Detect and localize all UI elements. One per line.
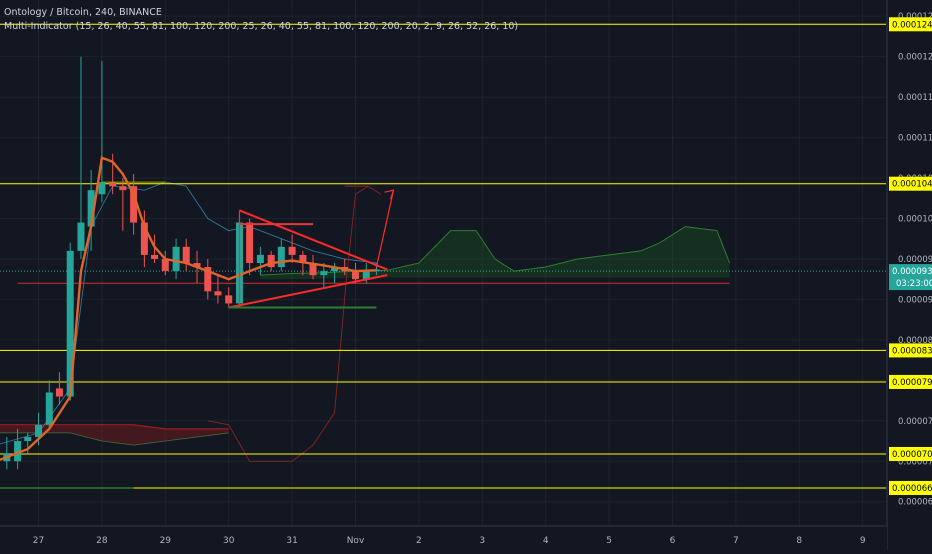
- candle-body: [362, 271, 370, 280]
- target-arrow-line[interactable]: [375, 190, 395, 268]
- level-price-label: 0.0001043: [892, 180, 932, 190]
- current-price-label: 0.0000935: [892, 267, 932, 277]
- candle-body: [161, 258, 169, 272]
- target-arrow-head[interactable]: [384, 189, 395, 200]
- time-tick-label: 28: [96, 536, 108, 546]
- current-price-tag[interactable]: [889, 264, 932, 291]
- level-price-tag[interactable]: [889, 480, 932, 495]
- level-price-tag[interactable]: [889, 343, 932, 358]
- time-tick-label: 2: [416, 536, 422, 546]
- time-tick-label: 3: [479, 536, 485, 546]
- time-tick-label: Nov: [347, 536, 365, 546]
- price-tick-label: 0.0000650: [898, 498, 932, 508]
- level-price-label: 0.0000709: [892, 450, 932, 460]
- time-tick-label: 4: [543, 536, 549, 546]
- candle-body: [288, 246, 296, 255]
- symbol-title[interactable]: Ontology / Bitcoin, 240, BINANCE: [4, 7, 162, 18]
- level-price-label: 0.0000667: [892, 484, 932, 494]
- time-tick-label: 30: [223, 536, 235, 546]
- candle-body: [372, 269, 380, 272]
- candle-body: [172, 246, 180, 272]
- candle-body: [204, 267, 212, 292]
- price-tick-label: 0.0001250: [898, 12, 932, 22]
- candle-body: [55, 388, 63, 397]
- candle-body: [193, 263, 201, 268]
- price-tick-label: 0.0000750: [898, 417, 932, 427]
- indicator-lines: [0, 181, 382, 462]
- candle-body: [214, 291, 222, 296]
- time-axis-background: [0, 526, 887, 550]
- candle-body: [256, 254, 264, 263]
- candle-body: [77, 222, 85, 251]
- price-tick-label: 0.0000950: [898, 255, 932, 265]
- time-tick-label: 9: [860, 536, 866, 546]
- candle-body: [331, 267, 339, 272]
- triangle-upper-line[interactable]: [239, 209, 388, 271]
- time-tick-label: 8: [796, 536, 802, 546]
- level-price-tag[interactable]: [889, 176, 932, 191]
- price-tick-label: 0.0000850: [898, 336, 932, 346]
- candle-body: [267, 254, 275, 268]
- candle-countdown-label: 03:23:00: [896, 279, 932, 289]
- drawings[interactable]: [0, 181, 395, 489]
- time-tick-label: 27: [33, 536, 44, 546]
- candle-body: [119, 186, 127, 191]
- horizontal-levels[interactable]: [0, 23, 886, 489]
- level-price-tag[interactable]: [889, 446, 932, 461]
- lagging-line: [207, 185, 382, 462]
- candle-body: [277, 246, 285, 268]
- time-axis[interactable]: 27 28 29 30 31 Nov 2 3 4 5 6 7 8 9: [0, 525, 887, 550]
- time-tick-label: 31: [286, 536, 297, 546]
- candle-body: [98, 182, 106, 195]
- candle-body: [66, 250, 74, 397]
- candle-body: [109, 182, 117, 187]
- candle-body: [309, 263, 317, 276]
- triangle-lower-line[interactable]: [228, 274, 388, 309]
- price-tick-label: 0.0001100: [898, 134, 932, 144]
- time-tick-label: 7: [733, 536, 739, 546]
- grid: [0, 0, 886, 526]
- candle-body: [246, 222, 254, 263]
- time-tick-label: 6: [670, 536, 676, 546]
- cloud-green-area: [260, 226, 730, 280]
- candle-body: [35, 424, 42, 437]
- chart-legend: Ontology / Bitcoin, 240, BINANCE Multi-I…: [4, 6, 518, 34]
- price-tick-label: 0.0001200: [898, 53, 932, 63]
- candle-body: [45, 392, 53, 425]
- cloud-red-lower-edge: [0, 432, 229, 446]
- level-price-tag[interactable]: [889, 17, 932, 32]
- candle-body: [352, 271, 359, 280]
- candle-body: [130, 186, 138, 223]
- candle-body: [87, 190, 95, 227]
- candle-body: [140, 222, 148, 255]
- candle-body: [299, 254, 307, 263]
- level-price-label: 0.0000837: [892, 346, 932, 356]
- cloud-red-edge: [0, 424, 229, 430]
- candle-body: [225, 295, 233, 304]
- time-tick-label: 5: [606, 536, 612, 546]
- price-tick-label: 0.0001150: [898, 93, 932, 103]
- time-tick-label: 29: [160, 536, 172, 546]
- price-axis[interactable]: 0.0001250 0.0001200 0.0001150 0.0001100 0.00…: [886, 0, 932, 550]
- candle-body: [320, 271, 328, 276]
- price-tick-label: 0.0000900: [898, 295, 932, 305]
- candle-body: [182, 246, 190, 263]
- candle-body: [151, 254, 159, 259]
- candle-body: [14, 441, 22, 462]
- price-tick-label: 0.0001000: [898, 214, 932, 224]
- level-price-label: 0.0000798: [892, 378, 932, 388]
- band-line: [0, 181, 377, 445]
- indicator-title[interactable]: Multi-Indicator (15, 26, 40, 55, 81, 100…: [4, 21, 519, 32]
- level-price-tag[interactable]: [889, 374, 932, 389]
- ma-line: [0, 156, 377, 462]
- candle-body: [24, 436, 32, 442]
